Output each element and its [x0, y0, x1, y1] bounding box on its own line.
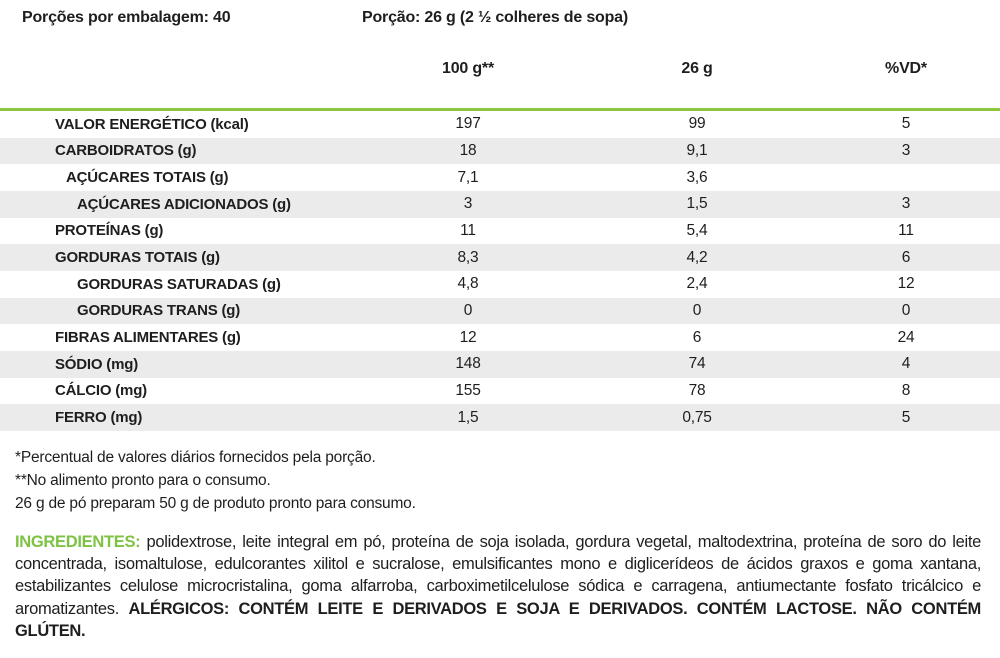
row-label: SÓDIO (mg): [55, 355, 138, 373]
row-label: AÇÚCARES TOTAIS (g): [66, 169, 229, 187]
footnote-powder: 26 g de pó preparam 50 g de produto pron…: [15, 495, 416, 512]
column-headers: 100 g** 26 g %VD*: [0, 60, 1000, 80]
value-100g: 155: [455, 381, 481, 399]
table-row: VALOR ENERGÉTICO (kcal) 197 99 5: [0, 111, 1000, 138]
value-vd: 12: [897, 275, 915, 293]
value-vd: 3: [901, 195, 911, 213]
row-label: GORDURAS TOTAIS (g): [55, 249, 220, 267]
value-26g: 3,6: [686, 168, 708, 186]
row-label: FERRO (mg): [55, 409, 143, 427]
table-row: AÇÚCARES TOTAIS (g) 7,1 3,6: [0, 164, 1000, 191]
row-label: CÁLCIO (mg): [55, 382, 147, 400]
value-vd: 8: [901, 381, 911, 399]
ingredients-text: polidextrose, leite integral em pó, prot…: [15, 533, 981, 618]
servings-per-package: Porções por embalagem: 40: [22, 9, 231, 26]
value-26g: 0: [692, 301, 702, 319]
ingredients-paragraph: INGREDIENTES: polidextrose, leite integr…: [15, 531, 981, 642]
value-26g: 99: [688, 115, 706, 133]
value-100g: 197: [455, 115, 481, 133]
row-label: GORDURAS SATURADAS (g): [77, 275, 281, 293]
value-100g: 11: [460, 221, 476, 239]
value-26g: 1,5: [686, 195, 708, 213]
value-26g: 74: [688, 355, 706, 373]
value-26g: 0,75: [682, 408, 712, 426]
row-label: GORDURAS TRANS (g): [77, 302, 241, 320]
value-100g: 4,8: [457, 275, 479, 293]
value-vd: 0: [901, 301, 911, 319]
value-100g: 148: [455, 355, 481, 373]
value-vd: 5: [901, 408, 911, 426]
value-26g: 9,1: [686, 141, 708, 159]
row-label: PROTEÍNAS (g): [55, 222, 164, 240]
value-26g: 2,4: [686, 275, 708, 293]
value-26g: 5,4: [686, 221, 708, 239]
row-label: AÇÚCARES ADICIONADOS (g): [77, 195, 291, 213]
table-row: GORDURAS TOTAIS (g) 8,3 4,2 6: [0, 244, 1000, 271]
value-100g: 8,3: [457, 248, 479, 266]
value-vd: 6: [901, 248, 911, 266]
row-label: VALOR ENERGÉTICO (kcal): [55, 115, 249, 133]
value-vd: 3: [901, 141, 911, 159]
table-row: FERRO (mg) 1,5 0,75 5: [0, 404, 1000, 431]
serving-size: Porção: 26 g (2 ½ colheres de sopa): [362, 9, 628, 26]
value-100g: 0: [463, 301, 473, 319]
row-label: FIBRAS ALIMENTARES (g): [55, 329, 241, 347]
value-100g: 3: [463, 195, 473, 213]
table-row: CARBOIDRATOS (g) 18 9,1 3: [0, 137, 1000, 165]
table-row: CÁLCIO (mg) 155 78 8: [0, 378, 1000, 405]
nutrition-table: VALOR ENERGÉTICO (kcal) 197 99 5 CARBOID…: [0, 111, 1000, 431]
value-26g: 6: [692, 328, 702, 346]
column-header-vd: %VD*: [885, 60, 927, 77]
value-vd: 24: [897, 328, 915, 346]
footnotes: *Percentual de valores diários fornecido…: [15, 446, 416, 515]
table-row: PROTEÍNAS (g) 11 5,4 11: [0, 218, 1000, 245]
serving-info: Porções por embalagem: 40 Porção: 26 g (…: [0, 9, 1000, 31]
table-row: SÓDIO (mg) 148 74 4: [0, 350, 1000, 378]
table-row: AÇÚCARES ADICIONADOS (g) 3 1,5 3: [0, 190, 1000, 218]
value-100g: 12: [459, 328, 477, 346]
value-vd: 4: [901, 355, 911, 373]
value-100g: 7,1: [457, 168, 479, 186]
value-26g: 78: [688, 381, 706, 399]
table-row: FIBRAS ALIMENTARES (g) 12 6 24: [0, 324, 1000, 351]
footnote-prepared: **No alimento pronto para o consumo.: [15, 472, 271, 489]
allergens-statement: ALÉRGICOS: CONTÉM LEITE E DERIVADOS E SO…: [15, 599, 981, 640]
value-100g: 1,5: [457, 408, 479, 426]
table-row: GORDURAS TRANS (g) 0 0 0: [0, 297, 1000, 325]
value-vd: 5: [901, 115, 911, 133]
divider-rule: [0, 108, 1000, 111]
value-vd: 11: [898, 221, 914, 239]
column-header-26g: 26 g: [681, 60, 713, 77]
table-row: GORDURAS SATURADAS (g) 4,8 2,4 12: [0, 271, 1000, 298]
row-label: CARBOIDRATOS (g): [55, 142, 197, 160]
column-header-100g: 100 g**: [442, 60, 494, 77]
ingredients-label: INGREDIENTES:: [15, 533, 141, 551]
value-100g: 18: [459, 141, 477, 159]
footnote-vd: *Percentual de valores diários fornecido…: [15, 449, 376, 466]
value-26g: 4,2: [686, 248, 708, 266]
